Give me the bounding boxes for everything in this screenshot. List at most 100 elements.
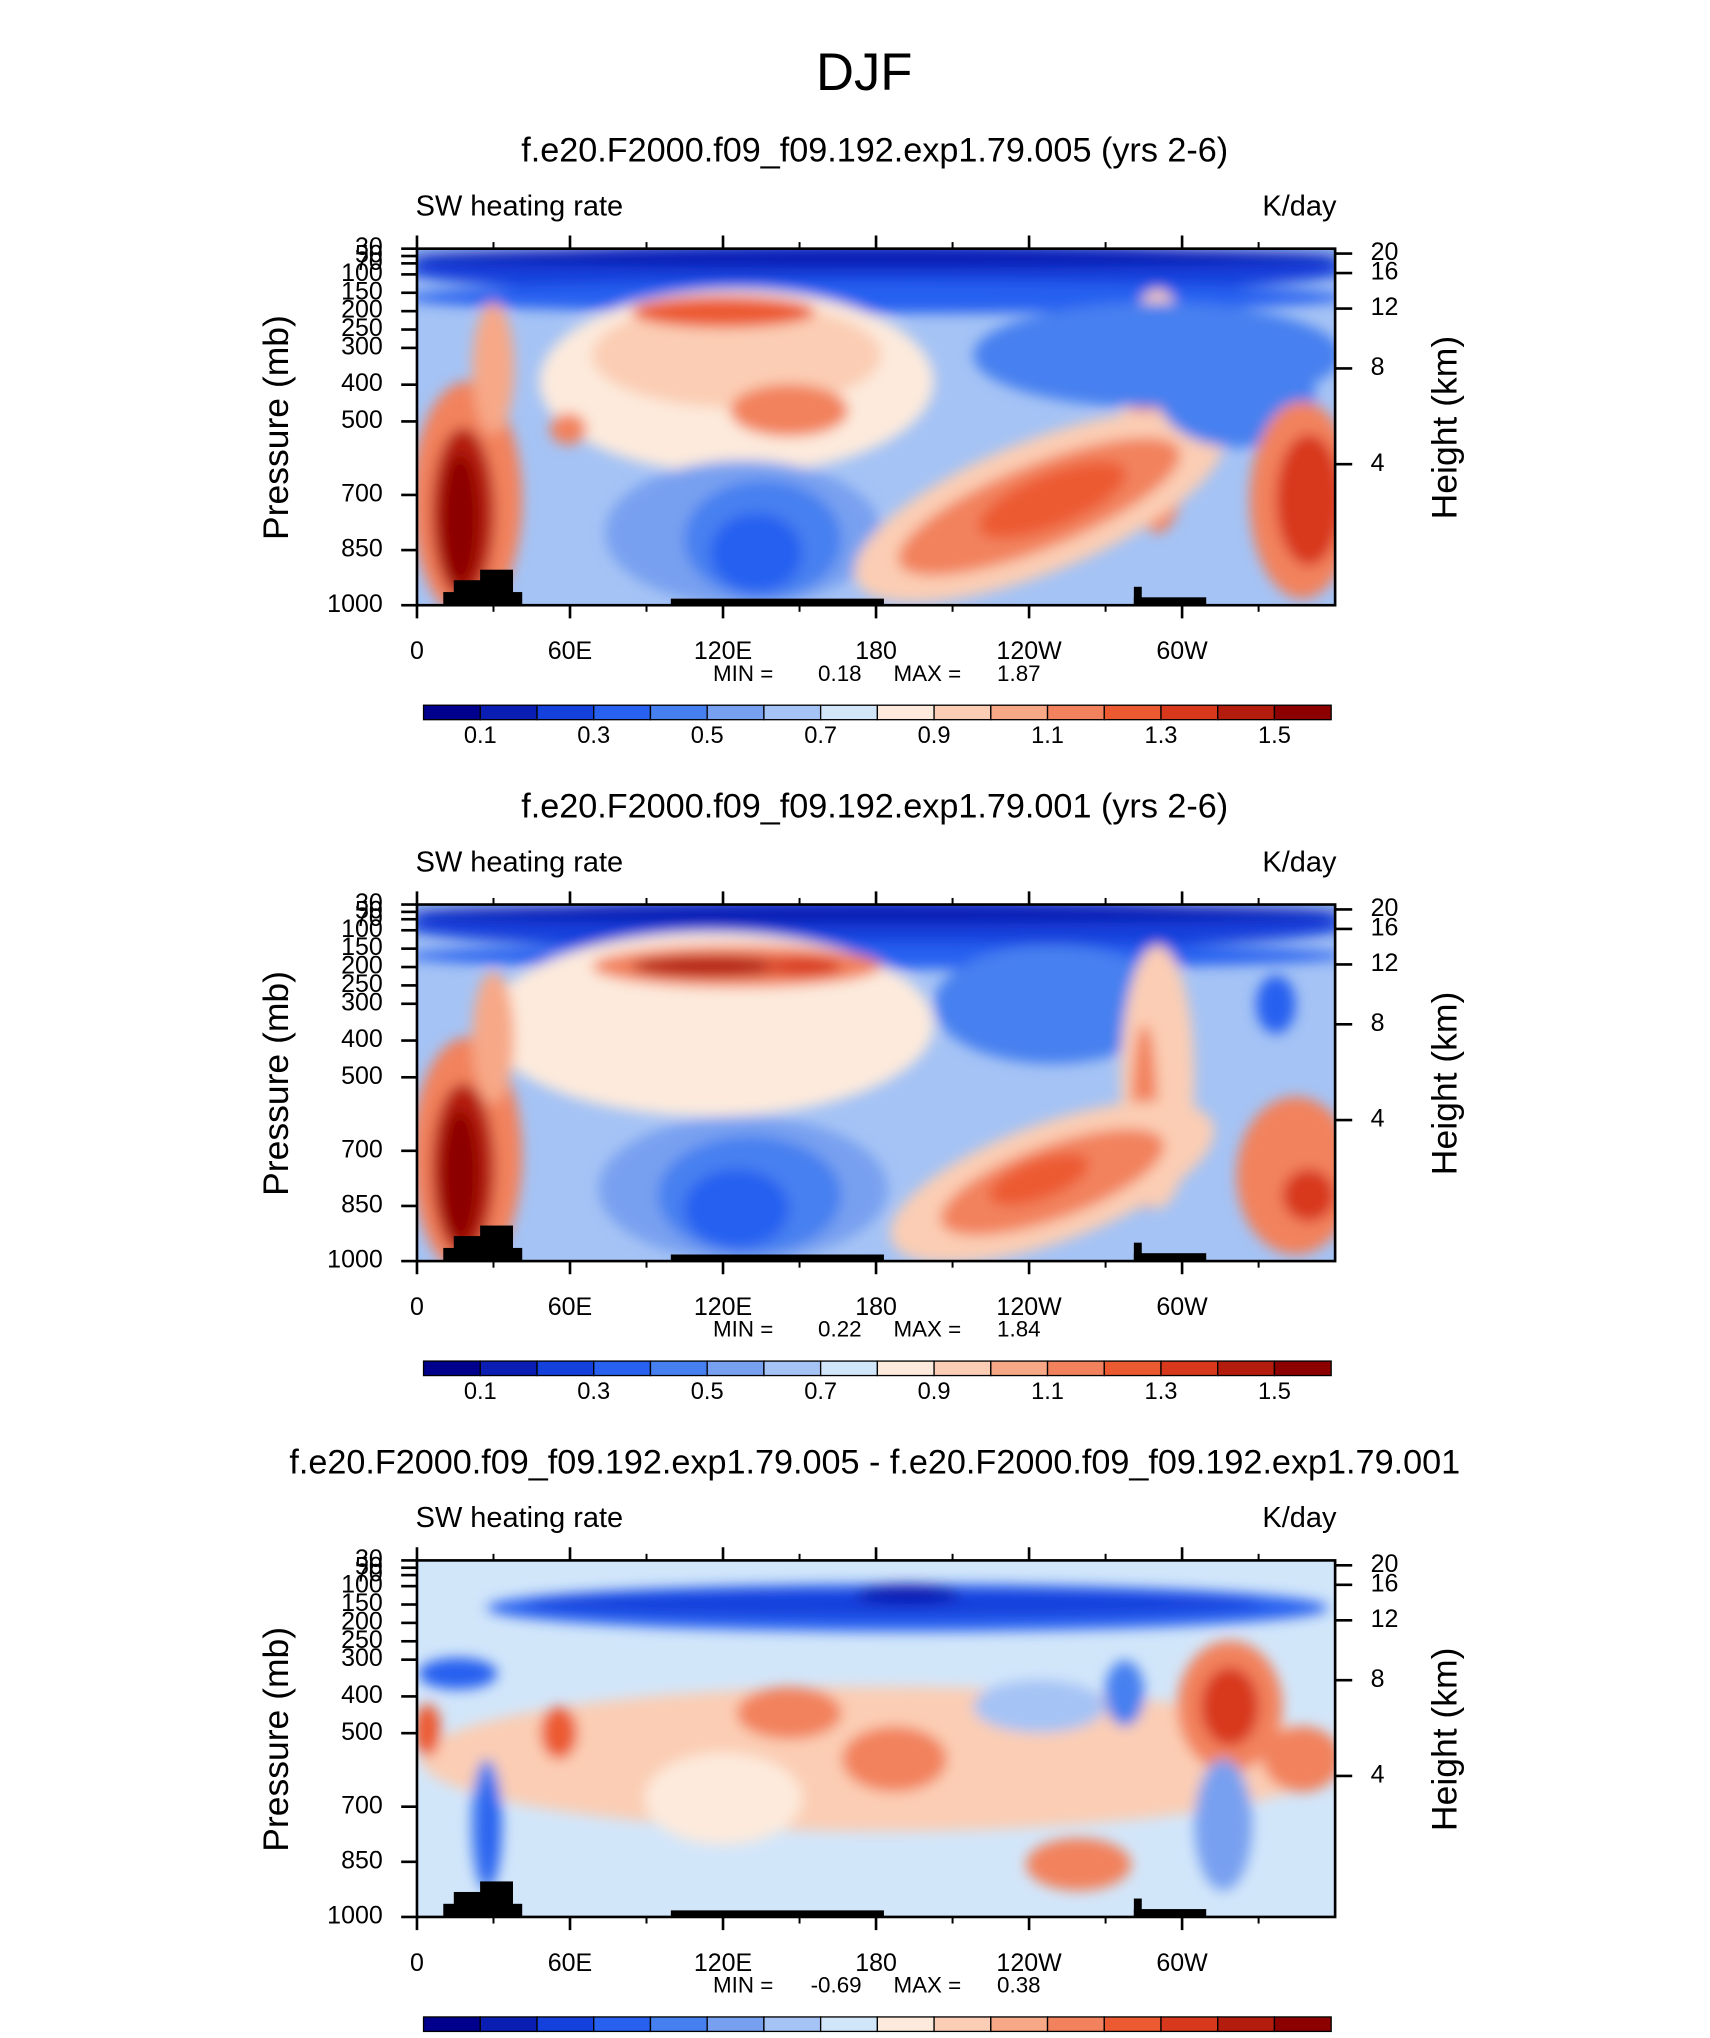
colorbar-label: 0.1 [464, 723, 497, 749]
right-string: K/day [1262, 191, 1337, 223]
y-tick-label: 1000 [327, 590, 383, 618]
contour-region [591, 302, 882, 408]
contour-region [1256, 975, 1296, 1034]
y-tick-label: 100 [341, 259, 383, 287]
colorbar-box [479, 1360, 538, 1377]
y-tick-label: 150 [341, 277, 383, 305]
colorbar-label: 0.2 [1088, 2035, 1121, 2038]
y-tick-label: 700 [341, 1135, 383, 1163]
y-tick-label: 150 [341, 1589, 383, 1617]
contour-region [441, 453, 479, 586]
terrain [443, 592, 523, 606]
colorbar-box [593, 2016, 652, 2033]
contour-field [416, 904, 1336, 1262]
colorbar-label: -0.1 [744, 2035, 785, 2038]
x-tick-label: 60W [1156, 637, 1208, 665]
colorbar-box [1273, 704, 1332, 721]
terrain [1133, 1242, 1142, 1262]
y2-tick-label: 16 [1371, 914, 1399, 942]
terrain [453, 1236, 513, 1250]
x-tick-label: 60W [1156, 1949, 1208, 1977]
max-value: 1.87 [997, 661, 1041, 686]
colorbar-label: -0.3 [517, 2035, 558, 2038]
min-label: MIN = [713, 1973, 773, 1998]
terrain [1133, 1253, 1207, 1262]
terrain [1133, 597, 1207, 606]
colorbar-box [763, 1360, 822, 1377]
colorbar-box [1046, 2016, 1105, 2033]
colorbar-box [1160, 2016, 1219, 2033]
field-shapes [416, 248, 1336, 606]
contour-region [644, 1752, 803, 1845]
terrain [670, 598, 884, 606]
terrain [1133, 1898, 1142, 1917]
terrain [453, 1891, 513, 1906]
colorbar-label: -0.2 [630, 2035, 671, 2038]
x-tick-label: 180 [855, 1293, 897, 1321]
y-axis-label: Pressure (mb) [256, 315, 296, 540]
y-tick-label: 700 [341, 480, 383, 508]
x-tick-label: 120E [694, 1949, 752, 1977]
contour-region [549, 413, 587, 445]
contour-region [710, 513, 803, 593]
colorbar-label: 0.3 [1201, 2035, 1234, 2038]
colorbar-label: 1.1 [1031, 723, 1064, 749]
y-tick-label: 200 [341, 952, 383, 980]
min-label: MIN = [713, 1317, 773, 1342]
max-value: 0.38 [997, 1973, 1041, 1998]
y-tick-label: 300 [341, 1644, 383, 1672]
y2-tick-label: 4 [1371, 1761, 1385, 1789]
colorbar-box [479, 2016, 538, 2033]
colorbar-label: 0.9 [918, 1379, 951, 1405]
y-tick-label: 30 [355, 233, 383, 261]
contour-region [472, 302, 515, 435]
contour-region [989, 1153, 1090, 1206]
colorbar-label: 1.1 [1031, 1379, 1064, 1405]
max-label: MAX = [893, 1973, 961, 1998]
colorbar-label: 0.5 [691, 1379, 724, 1405]
y2-tick-label: 4 [1371, 1105, 1385, 1133]
max-label: MAX = [893, 1317, 961, 1342]
y2-tick-label: 8 [1371, 353, 1385, 381]
contour-region [472, 971, 515, 1104]
colorbar-box [649, 1360, 708, 1377]
x-tick-label: 120W [996, 1293, 1062, 1321]
y-tick-label: 500 [341, 1062, 383, 1090]
panel: f.e20.F2000.f09_f09.192.exp1.79.005 - f.… [256, 1443, 1464, 2038]
field-shapes [416, 1584, 1336, 1891]
x-tick-label: 180 [855, 1949, 897, 1977]
y-tick-label: 250 [341, 314, 383, 342]
contour-region [841, 1726, 948, 1792]
colorbar-box [819, 704, 879, 721]
y2-axis-label: Height (km) [1424, 992, 1464, 1175]
panel: f.e20.F2000.f09_f09.192.exp1.79.005 (yrs… [256, 132, 1464, 749]
colorbar-box [536, 2016, 595, 2033]
contour-region [1026, 1838, 1132, 1891]
right-string: K/day [1262, 1502, 1337, 1534]
contour-region [1282, 1168, 1336, 1222]
panel-title: f.e20.F2000.f09_f09.192.exp1.79.005 (yrs… [521, 132, 1228, 170]
contour-region [762, 957, 842, 976]
colorbar-box [706, 704, 765, 721]
contour-region [631, 296, 816, 328]
colorbar-box [1103, 2016, 1162, 2033]
contour-region [416, 248, 1336, 269]
contour-region [441, 1109, 479, 1242]
y-tick-label: 100 [341, 915, 383, 943]
colorbar-box [1103, 704, 1162, 721]
x-tick-label: 0 [410, 1949, 424, 1977]
y-tick-label: 850 [341, 1191, 383, 1219]
colorbar-box [479, 704, 538, 721]
colorbar-label: 0.7 [804, 1379, 837, 1405]
min-value: 0.22 [818, 1317, 862, 1342]
colorbar-label: 0.1 [974, 2035, 1007, 2038]
y-tick-label: 50 [355, 1552, 383, 1580]
colorbar-box [1217, 1360, 1276, 1377]
panel: f.e20.F2000.f09_f09.192.exp1.79.001 (yrs… [256, 788, 1464, 1405]
y2-tick-label: 16 [1371, 1569, 1399, 1597]
field-shapes [416, 904, 1336, 1262]
y2-tick-label: 20 [1371, 894, 1399, 922]
y-tick-label: 400 [341, 369, 383, 397]
